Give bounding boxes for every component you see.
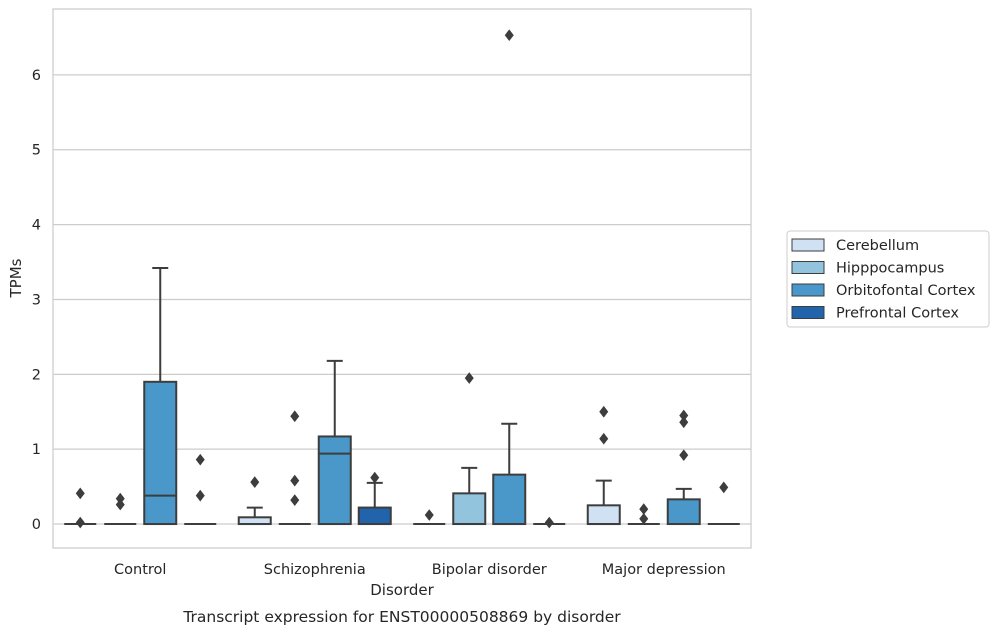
legend-label: Cerebellum bbox=[836, 238, 919, 254]
outlier-point bbox=[679, 449, 689, 462]
outlier-point bbox=[424, 509, 434, 521]
y-tick-label: 0 bbox=[32, 517, 41, 533]
legend-frame bbox=[786, 230, 990, 328]
legend-swatch bbox=[791, 306, 825, 319]
box-iqr bbox=[357, 506, 392, 526]
box-group bbox=[278, 410, 311, 526]
outlier-point bbox=[290, 410, 300, 423]
box-group bbox=[357, 471, 392, 526]
y-tick-label: 6 bbox=[32, 68, 41, 84]
box-iqr bbox=[452, 492, 487, 526]
x-tick-label: Major depression bbox=[602, 562, 726, 578]
outlier-point bbox=[504, 29, 514, 42]
y-tick-label: 5 bbox=[32, 143, 41, 159]
box-group bbox=[627, 503, 660, 526]
box-iqr bbox=[666, 498, 701, 526]
outlier-point bbox=[115, 492, 125, 505]
box-group bbox=[413, 509, 446, 526]
legend-swatch bbox=[791, 261, 825, 274]
x-axis-label: Disorder bbox=[370, 581, 434, 599]
box-group bbox=[707, 481, 740, 526]
x-tick-label: Control bbox=[114, 562, 166, 578]
box-group bbox=[533, 516, 566, 529]
outlier-point bbox=[290, 474, 300, 487]
box-iqr bbox=[586, 504, 621, 526]
plot-frame bbox=[52, 8, 752, 549]
outlier-point bbox=[719, 481, 729, 494]
outlier-point bbox=[464, 372, 474, 384]
x-tick-label: Schizophrenia bbox=[264, 562, 366, 578]
box-group bbox=[104, 492, 137, 526]
y-axis-label: TPMs bbox=[7, 258, 25, 298]
outlier-point bbox=[75, 516, 85, 529]
legend-label: Prefrontal Cortex bbox=[836, 306, 959, 322]
outlier-point bbox=[599, 405, 609, 418]
outlier-point bbox=[75, 487, 85, 500]
box-group bbox=[317, 359, 352, 526]
outlier-point bbox=[290, 494, 300, 506]
outlier-point bbox=[639, 503, 649, 515]
box-iqr bbox=[237, 516, 272, 526]
outlier-point bbox=[250, 476, 260, 488]
chart-title: Transcript expression for ENST0000050886… bbox=[182, 608, 621, 626]
outlier-point bbox=[599, 432, 609, 445]
outlier-point bbox=[679, 409, 689, 422]
y-tick-label: 1 bbox=[32, 442, 41, 458]
outlier-point bbox=[370, 471, 380, 484]
box-iqr bbox=[317, 435, 352, 526]
outlier-point bbox=[679, 416, 689, 429]
box-group bbox=[452, 372, 487, 526]
box-group bbox=[64, 487, 97, 529]
box-iqr bbox=[143, 380, 178, 526]
legend-label: Orbitofontal Cortex bbox=[836, 283, 976, 299]
box-iqr bbox=[492, 473, 527, 526]
box-group bbox=[492, 29, 527, 526]
box-group bbox=[143, 267, 178, 526]
outlier-point bbox=[195, 489, 205, 502]
legend: Cerebellum Hipppocampus Orbitofontal Corte… bbox=[786, 230, 990, 328]
legend-label: Hipppocampus bbox=[836, 261, 944, 277]
box-group bbox=[586, 405, 621, 526]
outlier-point bbox=[544, 516, 554, 529]
y-tick-label: 2 bbox=[32, 367, 41, 383]
outlier-point bbox=[639, 512, 649, 525]
y-tick-label: 3 bbox=[32, 292, 41, 308]
box-group bbox=[666, 409, 701, 526]
x-tick-label: Bipolar disorder bbox=[432, 562, 547, 578]
box-group bbox=[237, 476, 272, 526]
outlier-point bbox=[115, 498, 125, 511]
legend-swatch bbox=[791, 283, 825, 297]
legend-swatch bbox=[791, 238, 825, 252]
box-group bbox=[184, 453, 217, 526]
y-tick-label: 4 bbox=[32, 218, 41, 234]
outlier-point bbox=[195, 453, 205, 466]
